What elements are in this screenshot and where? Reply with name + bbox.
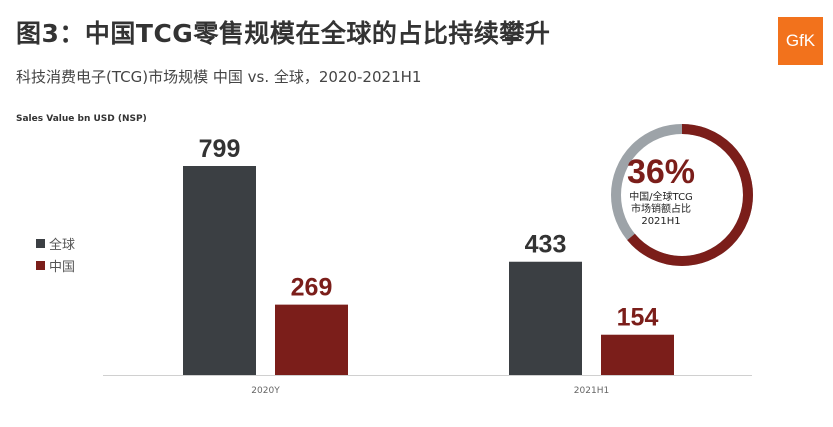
data-label-china-2020Y: 269 xyxy=(291,274,333,302)
x-tick-label-2020Y: 2020Y xyxy=(251,386,280,396)
data-label-global-2021H1: 433 xyxy=(525,231,567,259)
legend-swatch-china xyxy=(36,260,45,270)
legend: 全球 中国 xyxy=(36,232,75,276)
data-label-global-2020Y: 799 xyxy=(199,135,241,163)
x-tick-label-2021H1: 2021H1 xyxy=(574,386,609,396)
share-ring-text: 36% 中国/全球TCG 市场销额占比 2021H1 xyxy=(610,152,712,228)
page-title: 图3：中国TCG零售规模在全球的占比持续攀升 xyxy=(16,19,551,48)
share-ring-arc xyxy=(611,124,753,266)
legend-item-global: 全球 xyxy=(36,232,75,254)
bar-china-2020Y xyxy=(275,304,348,375)
share-label-line-3: 2021H1 xyxy=(641,216,681,227)
share-label-line-1: 中国/全球TCG xyxy=(629,192,693,203)
bar-global-2020Y xyxy=(183,166,256,375)
data-label-china-2021H1: 154 xyxy=(617,304,659,332)
legend-label-china: 中国 xyxy=(49,259,76,275)
legend-item-china: 中国 xyxy=(36,254,75,276)
legend-label-global: 全球 xyxy=(49,237,76,253)
y-axis-label: Sales Value bn USD (NSP) xyxy=(16,114,147,124)
page-subtitle: 科技消费电子(TCG)市场规模 中国 vs. 全球，2020-2021H1 xyxy=(16,68,422,86)
bar-china-2021H1 xyxy=(601,334,674,375)
logo-text: GfK xyxy=(785,31,816,50)
bar-global-2021H1 xyxy=(509,261,582,375)
gfk-logo: GfK xyxy=(778,17,823,65)
share-label-line-2: 市场销额占比 xyxy=(631,204,691,215)
share-percent: 36% xyxy=(626,153,696,191)
legend-swatch-global xyxy=(36,238,45,248)
